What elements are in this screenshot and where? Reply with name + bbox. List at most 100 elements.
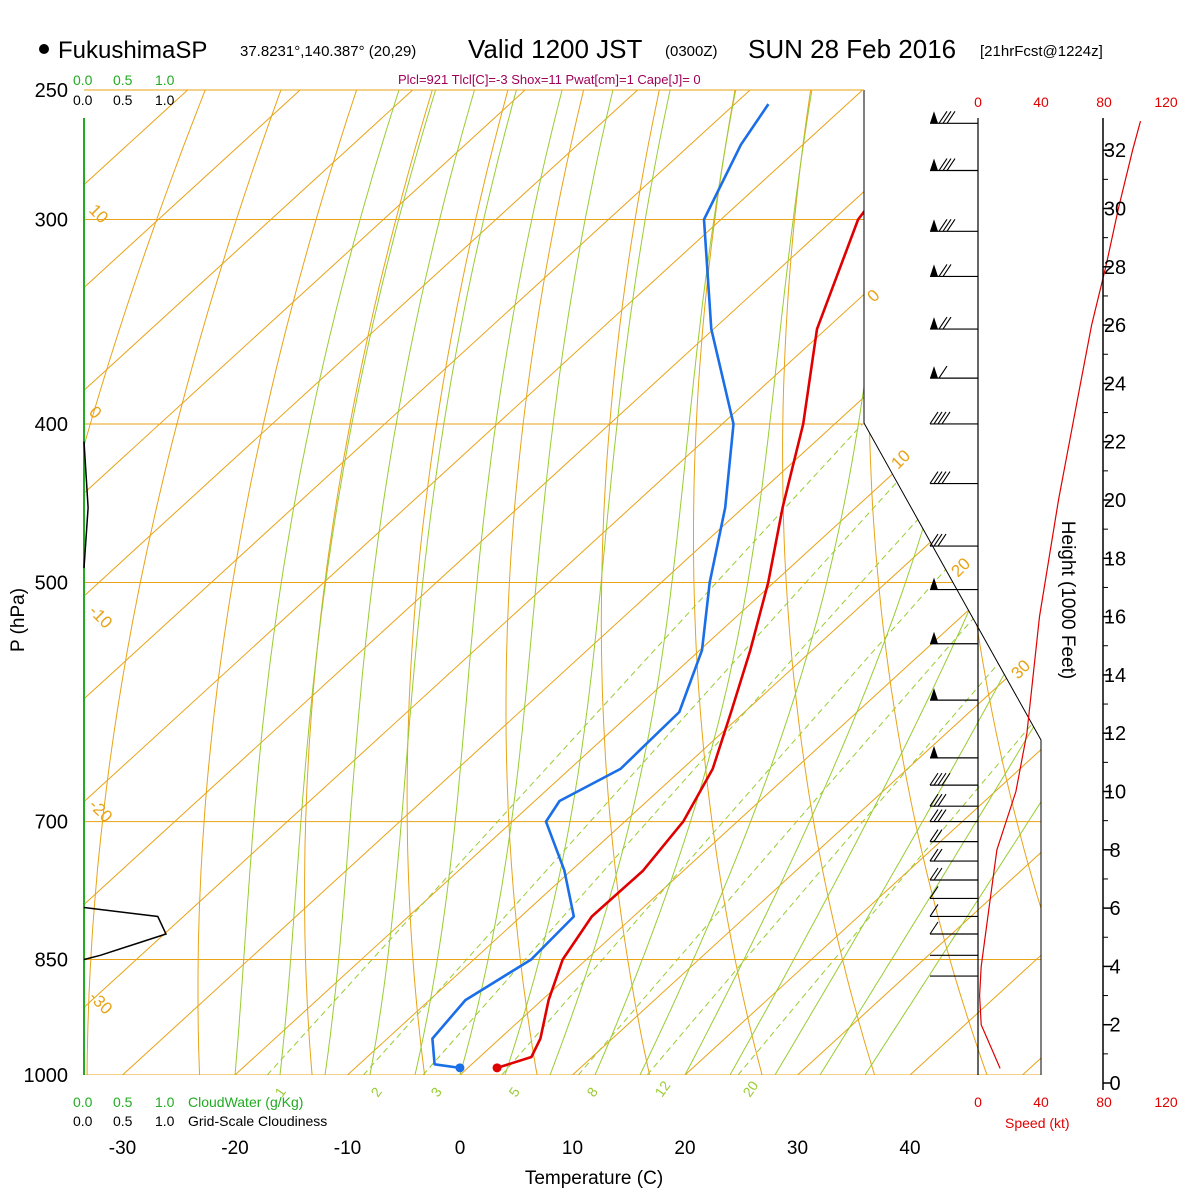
wind-barb-feather — [929, 471, 939, 484]
wind-barb-feather — [938, 264, 948, 277]
wind-barb-flag — [930, 745, 938, 758]
wind-barb-feather — [929, 904, 939, 917]
mixing-ratio-label: 8 — [583, 1084, 601, 1100]
wind-barb-feather — [933, 471, 943, 484]
cloudiness-scale-top-0: 0.0 — [73, 92, 93, 108]
height-axis-title: Height (1000 Feet) — [1057, 521, 1078, 679]
height-tick-label: 30 — [1104, 199, 1126, 221]
wind-barb-flag — [930, 631, 938, 644]
temperature-tick-label: 40 — [899, 1138, 920, 1159]
wind-barb-feather — [941, 772, 951, 786]
height-tick-label: 6 — [1109, 898, 1120, 920]
wind-barb-feather — [938, 111, 948, 124]
wind-barb-feather — [942, 111, 952, 124]
wind-barb-feather — [942, 316, 952, 330]
height-tick-label: 4 — [1109, 956, 1120, 978]
temperature-profile-marker — [492, 1063, 502, 1073]
pressure-tick-label: 250 — [35, 80, 68, 102]
wind-barb-feather — [937, 772, 947, 786]
wind-barb-feather — [941, 411, 951, 425]
wind-barb-flag — [930, 688, 938, 701]
wind-barb-feather — [937, 411, 947, 425]
dry-adiabat-line — [86, 90, 282, 1075]
wind-barb-feather — [946, 218, 956, 232]
valid-zulu: (0300Z) — [665, 43, 718, 60]
isotherm-label: -10 — [85, 601, 116, 632]
temperature-tick-label: 20 — [674, 1138, 695, 1159]
diagram — [84, 90, 1200, 1075]
isotherm-line — [797, 90, 1041, 1075]
height-tick-label: 22 — [1104, 432, 1126, 454]
cloudiness-legend: Grid-Scale Cloudiness — [188, 1113, 327, 1129]
moist-adiabat-line — [324, 90, 475, 1075]
pressure-tick-label: 400 — [35, 414, 68, 436]
valid-time: Valid 1200 JST — [468, 34, 643, 64]
wind-barb-flag — [930, 577, 938, 590]
cloudwater-scale-top-2: 1.0 — [155, 72, 175, 88]
height-tick-label: 14 — [1104, 665, 1126, 687]
speed-top-tick-80: 80 — [1096, 94, 1112, 110]
cloudiness-scale-bottom-1: 0.5 — [113, 1113, 133, 1129]
valid-date: SUN 28 Feb 2016 — [748, 34, 956, 64]
wind-barb-feather — [933, 411, 943, 425]
wind-barb-feather — [933, 533, 943, 547]
speed-bottom-tick-0: 0 — [974, 1094, 982, 1110]
temperature-tick-label: 0 — [455, 1138, 466, 1159]
cloudiness-scale-bottom-0: 0.0 — [73, 1113, 93, 1129]
dry-adiabat-line — [782, 90, 876, 1075]
cloudwater-scale-top-1: 0.5 — [113, 72, 133, 88]
dry-adiabat-line — [1189, 90, 1200, 1075]
height-tick-label: 32 — [1104, 140, 1126, 162]
scale-bottom: 0.0 0.5 1.0 CloudWater (g/Kg) 0.0 0.5 1.… — [73, 1094, 327, 1129]
cloudwater-scale-top-0: 0.0 — [73, 72, 93, 88]
wind-barb-flag — [930, 317, 938, 330]
dry-adiabat-label: 30 — [1007, 656, 1034, 683]
isotherm-line — [1135, 90, 1200, 1075]
pressure-tick-label: 500 — [35, 573, 68, 595]
wind-barb-feather — [929, 411, 939, 425]
speed-top-tick-40: 40 — [1033, 94, 1049, 110]
header: FukushimaSP 37.8231°,140.387° (20,29) Va… — [39, 34, 1103, 87]
wind-barb-feather — [933, 848, 943, 862]
moist-adiabat-line — [729, 90, 1041, 1075]
dry-adiabat-line — [84, 90, 206, 1075]
height-tick-label: 26 — [1104, 315, 1126, 337]
mixing-ratio-label: 3 — [427, 1084, 445, 1100]
isotherm-line — [84, 90, 413, 1075]
mixing-ratio-label: 20 — [739, 1078, 761, 1100]
speed-bottom-tick-40: 40 — [1033, 1094, 1049, 1110]
temperature-tick-label: 10 — [562, 1138, 583, 1159]
profiles — [431, 103, 956, 1073]
dry-adiabat-line — [197, 90, 358, 1075]
temperature-tick-label: 30 — [787, 1138, 808, 1159]
height-tick-label: 28 — [1104, 257, 1126, 279]
wind-barb-feather — [938, 316, 948, 330]
isotherm-label: 10 — [85, 200, 112, 227]
dry-adiabat-label: 0 — [863, 286, 883, 306]
station-marker — [39, 44, 49, 54]
pressure-axis-title: P (hPa) — [8, 588, 29, 652]
dry-adiabat-line — [505, 90, 585, 1075]
wind-barb-feather — [937, 471, 947, 484]
wind-barb-feather — [929, 772, 939, 786]
moist-adiabat-line — [504, 90, 671, 1075]
cloudwater-legend: CloudWater (g/Kg) — [188, 1094, 303, 1110]
wind-barb-feather — [929, 793, 939, 807]
diagram-boundary — [863, 90, 1042, 1075]
mixing-ratio-label: 5 — [505, 1084, 523, 1100]
isotherm-line — [84, 90, 526, 1075]
cloudiness-upper — [83, 441, 89, 569]
moist-adiabat-line — [864, 90, 1041, 1075]
wind-barb-feather — [929, 921, 939, 935]
wind-barb-feather — [938, 158, 948, 171]
wind-barb-flag — [930, 219, 938, 232]
dewpoint-profile — [431, 103, 770, 1070]
wind-barb-feather — [937, 793, 947, 807]
wind-barb-feather — [933, 793, 943, 807]
temperature-tick-label: -10 — [334, 1138, 361, 1159]
temperature-tick-label: -20 — [221, 1138, 248, 1159]
mixing-ratio-label: 12 — [651, 1078, 673, 1100]
moist-adiabat-line — [459, 90, 614, 1075]
wind-barb-feather — [946, 111, 956, 124]
speed-top-tick-0: 0 — [974, 94, 982, 110]
